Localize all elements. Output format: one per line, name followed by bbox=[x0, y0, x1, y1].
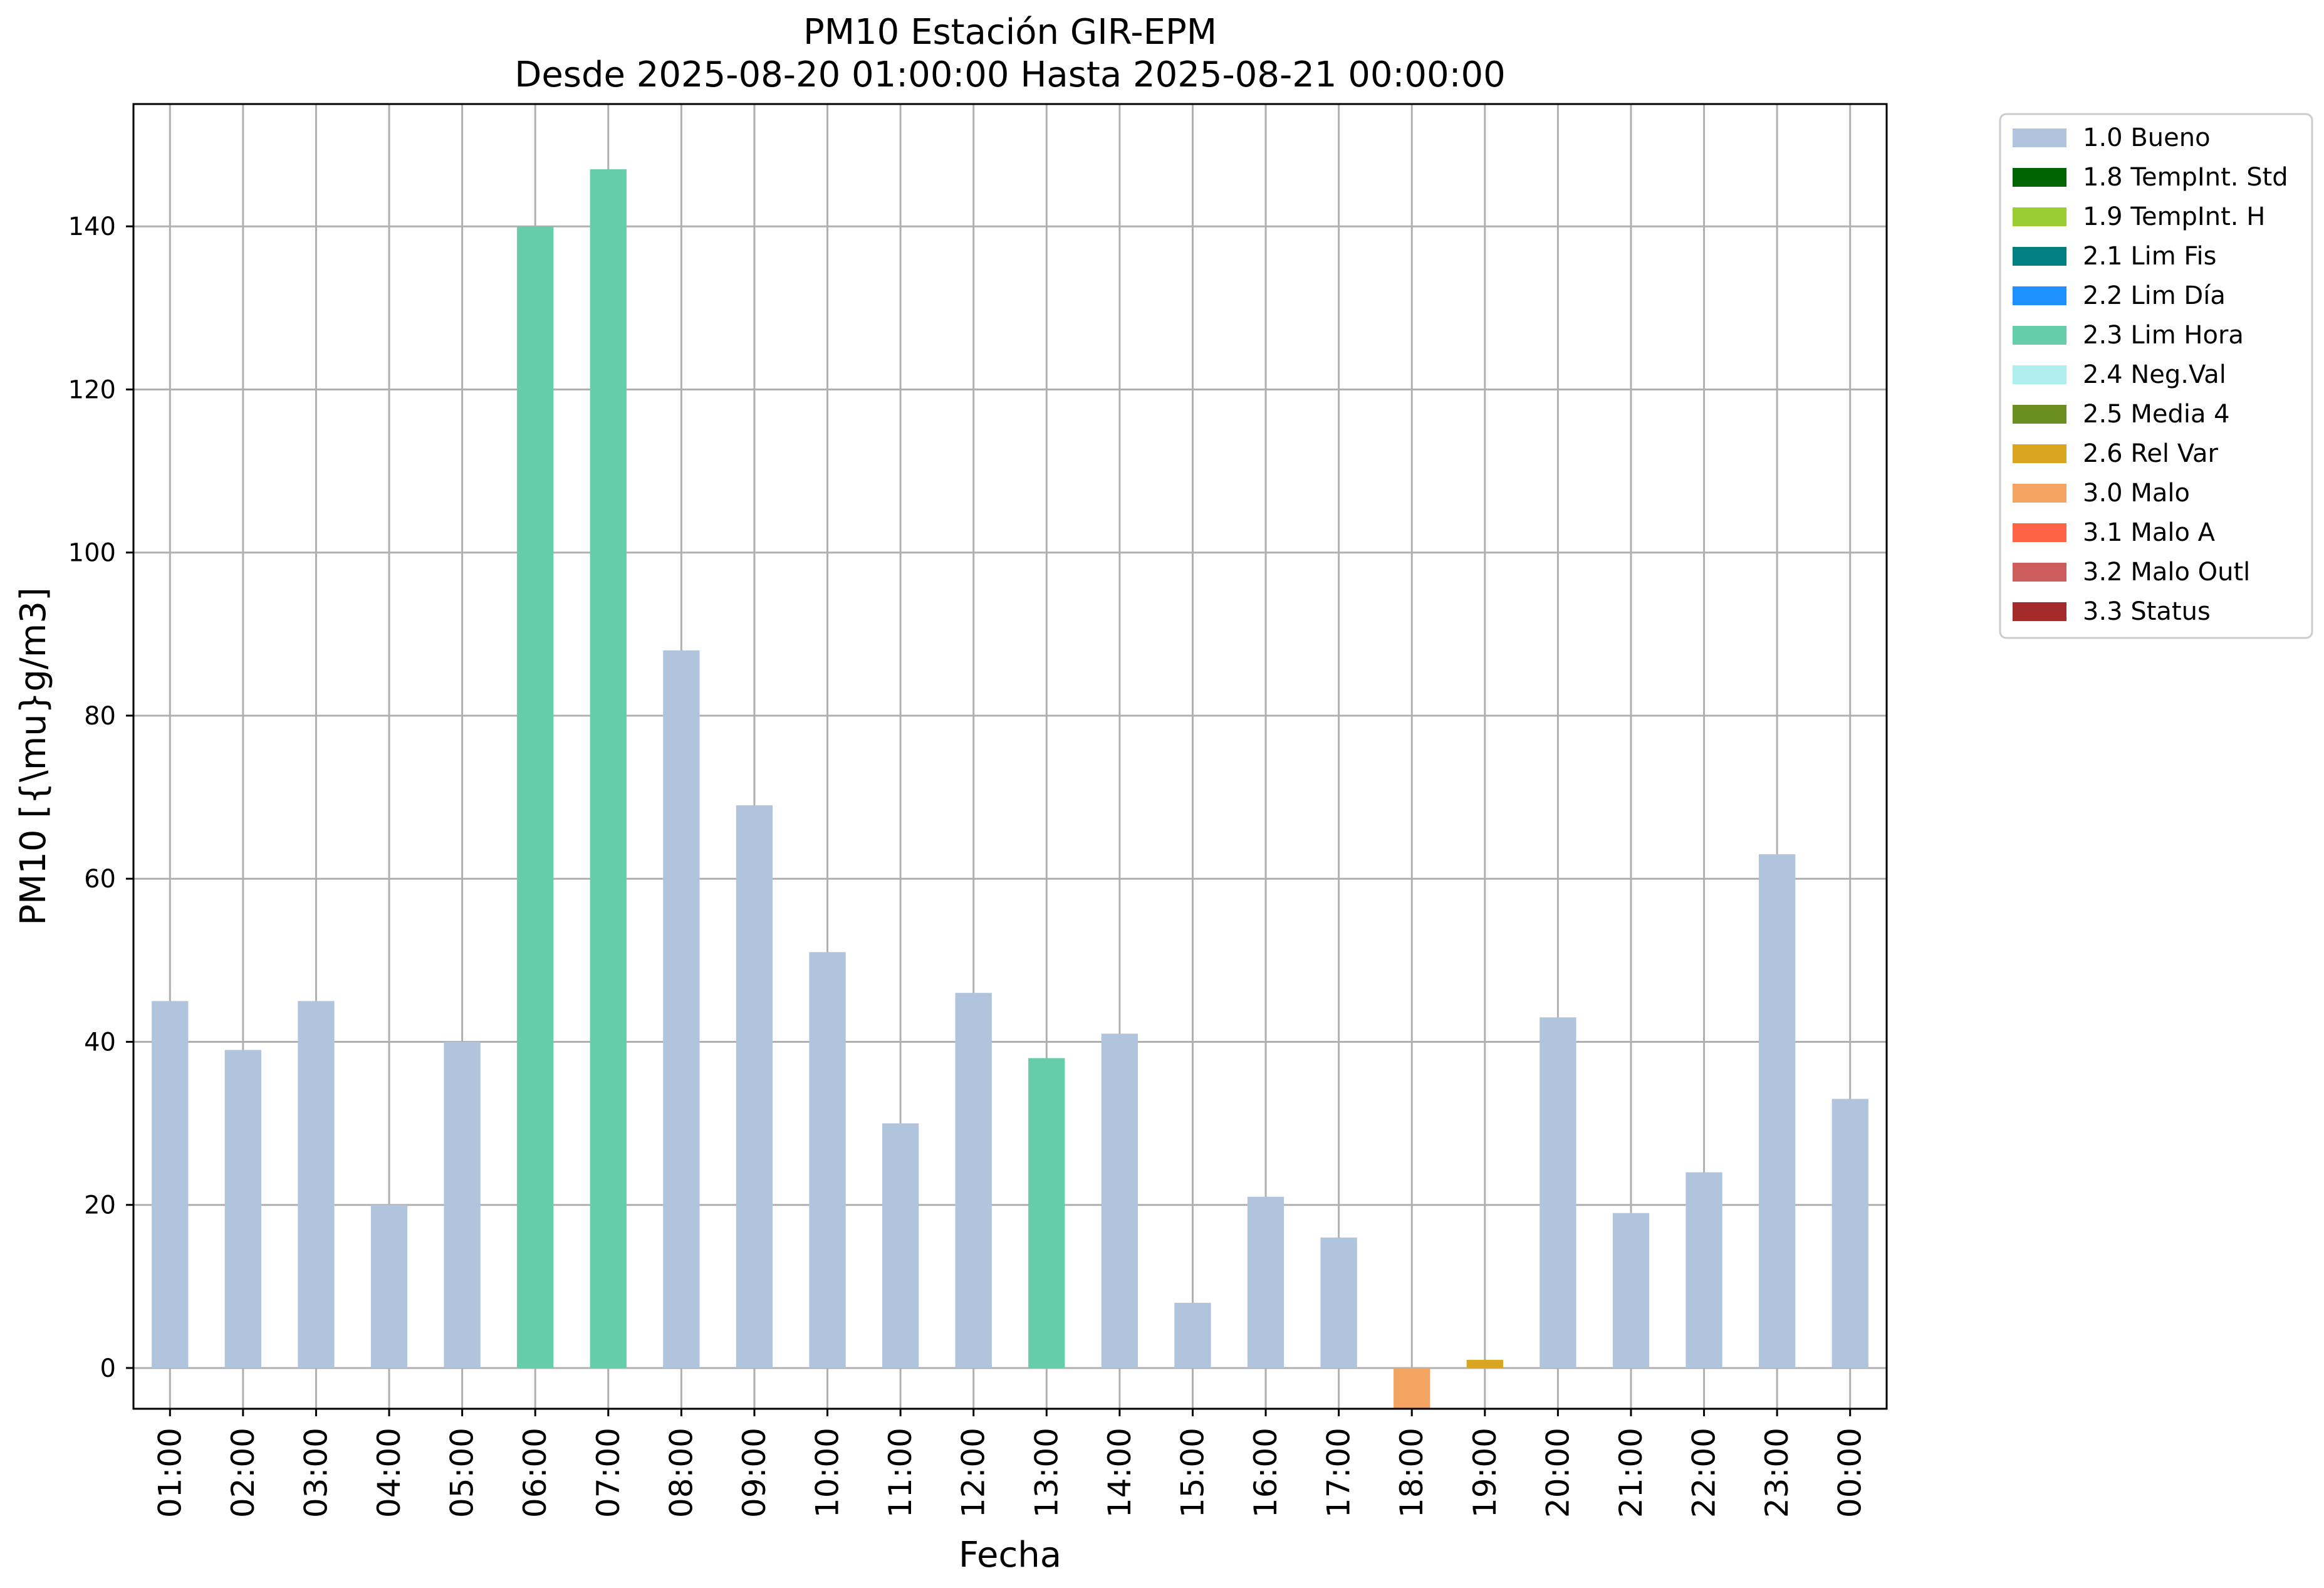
legend-label: 2.5 Media 4 bbox=[2083, 400, 2230, 429]
y-tick-label: 40 bbox=[84, 1028, 116, 1057]
bar-22:00 bbox=[1686, 1172, 1722, 1368]
legend-label: 2.6 Rel Var bbox=[2083, 439, 2219, 468]
bar-04:00 bbox=[370, 1204, 408, 1368]
bar-05:00 bbox=[444, 1042, 481, 1368]
x-axis: 01:00 02:00 03:00 04:00 05:00 06:00 07:00 08:00… bbox=[152, 1409, 1868, 1518]
x-tick-label: 00:00 bbox=[1832, 1428, 1868, 1518]
chart-title: PM10 Estación GIR-EPM bbox=[803, 12, 1217, 53]
legend-swatch bbox=[2013, 128, 2066, 147]
plot-area-frame bbox=[132, 103, 1888, 1410]
bar-17:00 bbox=[1320, 1237, 1357, 1368]
legend-swatch bbox=[2013, 168, 2066, 187]
bar-01:00 bbox=[152, 1001, 189, 1368]
bar-00:00 bbox=[1832, 1099, 1868, 1368]
y-tick-label: 0 bbox=[100, 1354, 116, 1383]
x-tick-label: 21:00 bbox=[1613, 1428, 1649, 1518]
x-tick-label: 09:00 bbox=[736, 1428, 773, 1518]
bar-02:00 bbox=[224, 1050, 262, 1368]
x-axis-label: Fecha bbox=[959, 1535, 1061, 1575]
x-tick-label: 11:00 bbox=[882, 1428, 919, 1518]
legend-swatch bbox=[2013, 207, 2066, 226]
bar-13:00 bbox=[1028, 1058, 1065, 1368]
legend-swatch bbox=[2013, 405, 2066, 424]
legend-label: 3.0 Malo bbox=[2083, 479, 2190, 508]
x-tick-label: 10:00 bbox=[810, 1428, 846, 1518]
legend-swatch bbox=[2013, 326, 2066, 345]
x-tick-label: 05:00 bbox=[444, 1428, 481, 1518]
legend-swatch bbox=[2013, 286, 2066, 305]
y-tick-label: 20 bbox=[84, 1191, 116, 1220]
x-tick-label: 20:00 bbox=[1540, 1428, 1576, 1518]
y-tick-label: 140 bbox=[68, 212, 116, 241]
legend-swatch bbox=[2013, 247, 2066, 266]
legend: 1.0 Bueno 1.8 TempInt. Std 1.9 TempInt. H 2… bbox=[1999, 113, 2313, 639]
bar-09:00 bbox=[736, 805, 773, 1368]
y-tick-label: 120 bbox=[68, 375, 116, 404]
legend-label: 2.3 Lim Hora bbox=[2083, 321, 2244, 350]
x-tick-label: 14:00 bbox=[1102, 1428, 1138, 1518]
legend-swatch bbox=[2013, 444, 2066, 463]
legend-label: 3.3 Status bbox=[2083, 597, 2211, 626]
x-tick-label: 12:00 bbox=[956, 1428, 992, 1518]
bar-23:00 bbox=[1758, 854, 1796, 1368]
y-tick-label: 80 bbox=[84, 702, 116, 731]
bar-21:00 bbox=[1612, 1213, 1650, 1368]
y-tick-label: 100 bbox=[68, 539, 116, 568]
bar-14:00 bbox=[1101, 1033, 1139, 1368]
x-tick-label: 04:00 bbox=[371, 1428, 407, 1518]
x-tick-label: 18:00 bbox=[1394, 1428, 1430, 1518]
x-tick-label: 13:00 bbox=[1028, 1428, 1065, 1518]
bar-20:00 bbox=[1540, 1017, 1576, 1368]
legend-label: 3.1 Malo A bbox=[2083, 518, 2216, 547]
legend-swatch bbox=[2013, 484, 2066, 503]
chart-subtitle: Desde 2025-08-20 01:00:00 Hasta 2025-08-… bbox=[514, 55, 1506, 95]
x-tick-label: 22:00 bbox=[1686, 1428, 1722, 1518]
legend-label: 2.4 Neg.Val bbox=[2083, 360, 2226, 389]
legend-swatch bbox=[2013, 523, 2066, 542]
bar-10:00 bbox=[809, 952, 846, 1368]
x-tick-label: 17:00 bbox=[1321, 1428, 1357, 1518]
bars bbox=[152, 169, 1868, 1409]
legend-label: 2.2 Lim Día bbox=[2083, 281, 2226, 310]
x-tick-label: 16:00 bbox=[1248, 1428, 1284, 1518]
x-tick-label: 23:00 bbox=[1759, 1428, 1795, 1518]
legend-swatch bbox=[2013, 602, 2066, 621]
x-tick-label: 08:00 bbox=[663, 1428, 699, 1518]
legend-swatch bbox=[2013, 365, 2066, 384]
x-tick-label: 07:00 bbox=[590, 1428, 627, 1518]
bar-11:00 bbox=[882, 1123, 919, 1368]
bar-03:00 bbox=[298, 1001, 335, 1368]
x-tick-label: 02:00 bbox=[225, 1428, 261, 1518]
x-tick-label: 15:00 bbox=[1174, 1428, 1211, 1518]
bar-19:00 bbox=[1466, 1359, 1503, 1368]
x-tick-label: 01:00 bbox=[152, 1428, 188, 1518]
bar-08:00 bbox=[663, 650, 700, 1368]
x-tick-label: 03:00 bbox=[298, 1428, 334, 1518]
legend-label: 3.2 Malo Outl bbox=[2083, 558, 2250, 587]
y-axis-label: PM10 [{\mu}g/m3] bbox=[13, 587, 54, 926]
x-tick-label: 19:00 bbox=[1467, 1428, 1503, 1518]
bar-18:00 bbox=[1394, 1367, 1430, 1409]
legend-label: 1.8 TempInt. Std bbox=[2083, 163, 2288, 192]
bar-15:00 bbox=[1174, 1302, 1211, 1368]
x-tick-label: 06:00 bbox=[517, 1428, 553, 1518]
bar-06:00 bbox=[517, 226, 554, 1368]
bar-12:00 bbox=[955, 993, 992, 1368]
bar-07:00 bbox=[590, 169, 627, 1368]
legend-swatch bbox=[2013, 563, 2066, 582]
y-tick-label: 60 bbox=[84, 865, 116, 894]
legend-label: 1.9 TempInt. H bbox=[2083, 202, 2265, 231]
legend-label: 1.0 Bueno bbox=[2083, 123, 2211, 152]
y-axis: 0 20 40 60 80 100 120 140 bbox=[68, 212, 133, 1383]
bar-16:00 bbox=[1247, 1196, 1284, 1368]
legend-frame bbox=[1999, 113, 2313, 639]
legend-label: 2.1 Lim Fis bbox=[2083, 242, 2216, 271]
